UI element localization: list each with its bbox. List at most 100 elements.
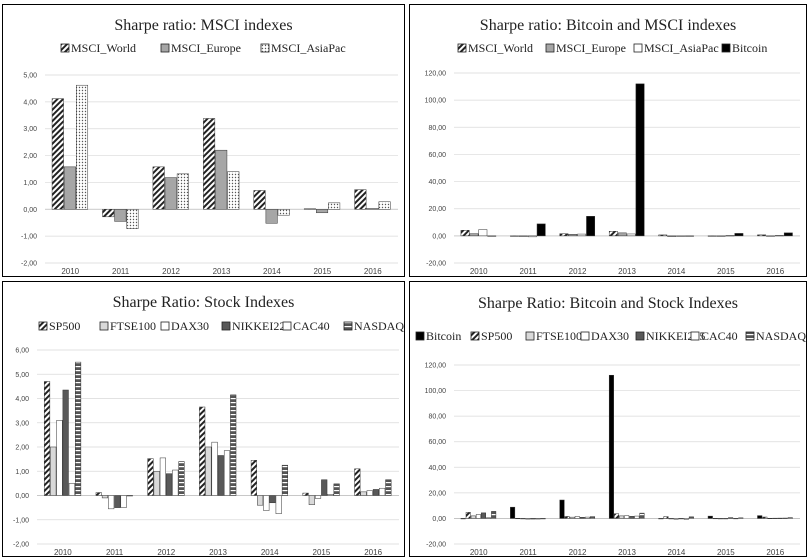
legend: SP500 FTSE100 DAX30 NIKKEI225 CAC40 NASDAQ	[38, 319, 404, 333]
x-tick-label: 2014	[261, 548, 279, 556]
bar	[586, 216, 596, 237]
bar	[50, 446, 57, 496]
bar	[725, 235, 735, 237]
bar	[478, 229, 488, 237]
bar	[624, 515, 630, 519]
legend-swatch	[545, 43, 555, 53]
bars	[460, 83, 793, 238]
bar	[230, 394, 237, 496]
bar	[658, 234, 668, 237]
bar	[75, 361, 82, 496]
x-tick-label: 2011	[520, 267, 538, 276]
legend-swatch	[745, 331, 755, 341]
legend-label: MSCI_World	[71, 41, 136, 55]
bar	[559, 499, 565, 519]
y-tick-label: 3,00	[15, 420, 29, 427]
bar	[378, 201, 391, 210]
bar	[199, 406, 206, 496]
bar	[536, 223, 546, 237]
bar	[733, 518, 739, 520]
x-tick-label: 2015	[717, 267, 735, 276]
bar	[56, 420, 63, 496]
x-tick-label: 2013	[618, 548, 636, 556]
bar	[518, 235, 528, 237]
bar	[153, 471, 160, 496]
y-axis: -2,00 -1,00 0,00 1,00 2,00 3,00 4,00 5,00 6,00	[13, 348, 399, 549]
legend-swatch	[525, 331, 535, 341]
bar	[738, 517, 744, 519]
bar	[316, 209, 329, 214]
bar	[626, 233, 636, 237]
legend-label: CAC40	[701, 329, 738, 343]
x-tick-label: 2014	[668, 548, 686, 556]
bar	[559, 233, 569, 237]
bar	[757, 515, 763, 519]
legend-swatch	[415, 331, 425, 341]
bar	[577, 233, 587, 237]
bar	[619, 515, 625, 519]
y-tick-label: 0,00	[432, 516, 446, 523]
bar	[535, 518, 541, 520]
legend-label: NASDAQ	[756, 329, 806, 343]
bar	[465, 512, 471, 519]
chart-panel-msci: Sharpe ratio: MSCI indexes MSCI_World MSCI…	[2, 4, 405, 277]
bar	[568, 234, 578, 237]
bar	[333, 483, 340, 496]
bar	[757, 234, 767, 237]
legend-swatch	[160, 43, 170, 53]
bars	[460, 374, 793, 520]
bar	[265, 209, 278, 224]
bar	[685, 235, 694, 237]
legend-label: FTSE100	[110, 319, 156, 333]
y-tick-label: 100,00	[425, 388, 447, 395]
bar	[617, 232, 627, 237]
bar	[683, 518, 689, 520]
y-tick-label: 2,00	[15, 445, 29, 452]
y-tick-label: 1,00	[23, 180, 37, 187]
x-tick-label: 2014	[263, 267, 281, 276]
x-tick-label: 2016	[364, 267, 382, 276]
x-tick-label: 2015	[717, 548, 735, 556]
bar	[767, 517, 773, 519]
x-tick-label: 2016	[766, 548, 784, 556]
bar	[62, 389, 69, 496]
bar	[321, 479, 328, 496]
legend-label: DAX30	[591, 329, 629, 343]
bar	[678, 518, 684, 520]
bar	[481, 512, 486, 519]
bar	[203, 118, 216, 210]
legend-swatch	[260, 43, 270, 53]
legend-swatch	[343, 321, 353, 331]
legend-swatch	[721, 43, 731, 53]
bar	[510, 506, 516, 519]
bar	[152, 166, 165, 210]
bar	[667, 235, 677, 237]
legend-label: MSCI_Europe	[171, 41, 241, 55]
legend-label: SP500	[49, 319, 80, 333]
bar	[584, 516, 590, 519]
bar	[205, 446, 212, 496]
legend-label: FTSE100	[536, 329, 582, 343]
legend-label: SP500	[481, 329, 512, 343]
bar	[120, 495, 127, 508]
bar	[728, 517, 734, 519]
bar	[253, 190, 266, 210]
bar	[277, 209, 290, 216]
x-tick-label: 2015	[313, 267, 331, 276]
bar	[635, 83, 645, 237]
x-tick-label: 2013	[618, 267, 636, 276]
bar	[707, 235, 717, 237]
legend-swatch	[60, 43, 70, 53]
bar	[608, 374, 614, 519]
bar	[668, 518, 674, 520]
bar	[269, 495, 276, 504]
bar	[114, 209, 127, 222]
legend-label: MSCI_World	[468, 41, 533, 55]
chart-panel-bitcoin-stock: Sharpe Ratio: Bitcoin and Stock Indexes B…	[409, 281, 807, 557]
bar	[102, 209, 115, 218]
bar	[658, 518, 664, 520]
bar	[314, 495, 322, 499]
bar	[101, 495, 109, 499]
bar	[530, 518, 536, 520]
